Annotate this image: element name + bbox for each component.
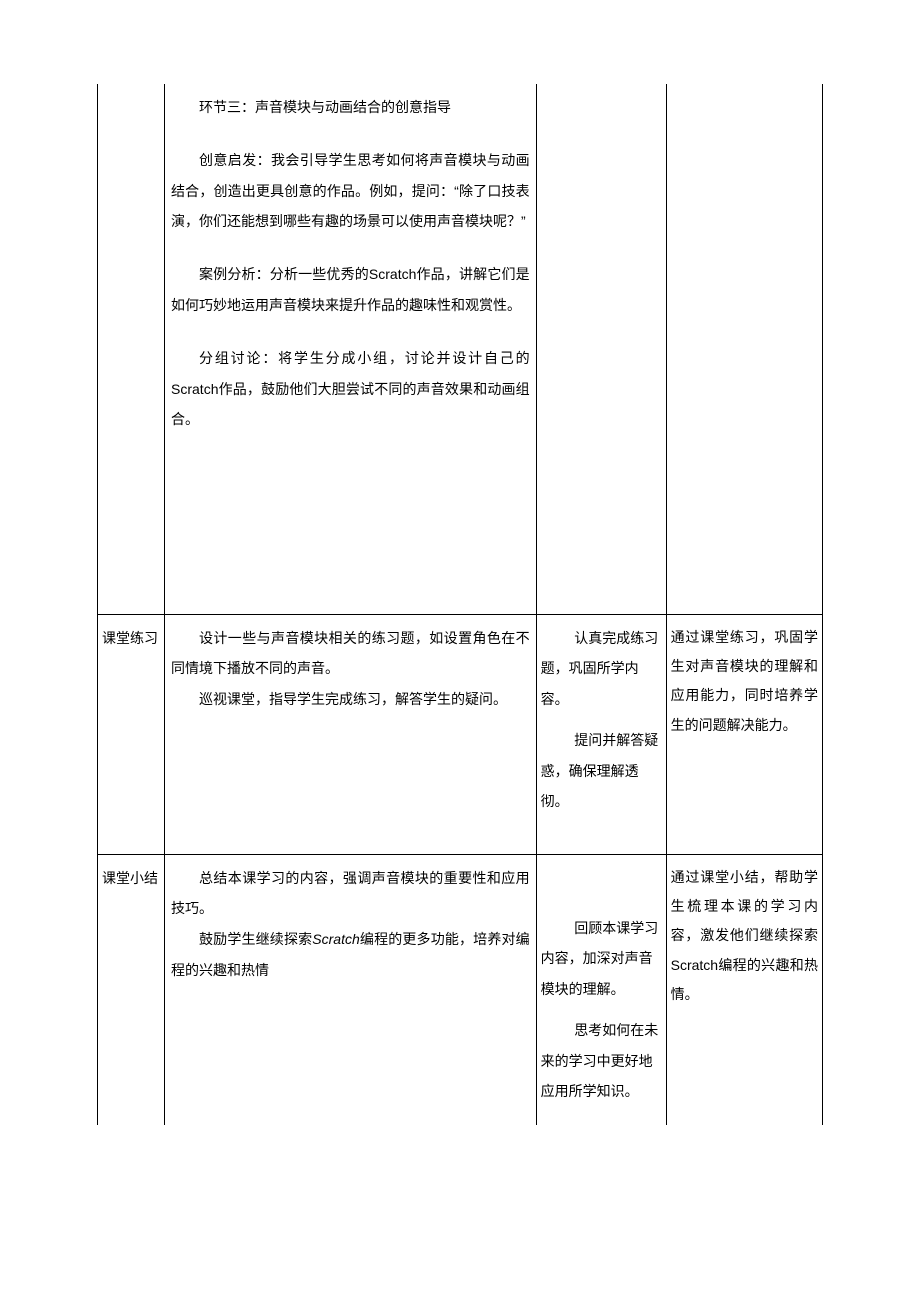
paragraph: 案例分析：分析一些优秀的Scratch作品，讲解它们是如何巧妙地运用声音模块来提… — [171, 259, 530, 321]
teacher-activity-cell: 总结本课学习的内容，强调声音模块的重要性和应用技巧。 鼓励学生继续探索Scrat… — [165, 854, 537, 1125]
design-intent-cell — [666, 84, 822, 614]
paragraph: 创意启发：我会引导学生思考如何将声音模块与动画结合，创造出更具创意的作品。例如，… — [171, 145, 530, 237]
table-row: 环节三：声音模块与动画结合的创意指导 创意启发：我会引导学生思考如何将声音模块与… — [98, 84, 823, 614]
student-activity-cell: 认真完成练习题，巩固所学内容。 提问并解答疑惑，确保理解透彻。 — [536, 614, 666, 854]
table-row: 课堂练习 设计一些与声音模块相关的练习题，如设置角色在不同情境下播放不同的声音。… — [98, 614, 823, 854]
paragraph: 鼓励学生继续探索Scratch编程的更多功能，培养对编程的兴趣和热情 — [171, 924, 530, 986]
design-intent-cell: 通过课堂练习，巩固学生对声音模块的理解和应用能力，同时培养学生的问题解决能力。 — [666, 614, 822, 854]
paragraph: 巡视课堂，指导学生完成练习，解答学生的疑问。 — [171, 684, 530, 715]
paragraph: 设计一些与声音模块相关的练习题，如设置角色在不同情境下播放不同的声音。 — [171, 623, 530, 685]
row-label-cell: 课堂练习 — [98, 614, 165, 854]
paragraph: 提问并解答疑惑，确保理解透彻。 — [541, 725, 662, 817]
table-row: 课堂小结 总结本课学习的内容，强调声音模块的重要性和应用技巧。 鼓励学生继续探索… — [98, 854, 823, 1125]
paragraph: 思考如何在未来的学习中更好地应用所学知识。 — [541, 1015, 662, 1107]
teacher-activity-cell: 环节三：声音模块与动画结合的创意指导 创意启发：我会引导学生思考如何将声音模块与… — [165, 84, 537, 614]
design-intent-cell: 通过课堂小结，帮助学生梳理本课的学习内容，激发他们继续探索Scratch编程的兴… — [666, 854, 822, 1125]
section-heading: 环节三：声音模块与动画结合的创意指导 — [171, 92, 530, 123]
student-activity-cell — [536, 84, 666, 614]
italic-text: Scratch — [312, 931, 359, 947]
paragraph: 通过课堂小结，帮助学生梳理本课的学习内容，激发他们继续探索Scratch编程的兴… — [671, 863, 818, 1010]
text: 鼓励学生继续探索 — [199, 931, 312, 947]
paragraph: 回顾本课学习内容，加深对声音模块的理解。 — [541, 913, 662, 1005]
paragraph: 通过课堂练习，巩固学生对声音模块的理解和应用能力，同时培养学生的问题解决能力。 — [671, 623, 818, 741]
row-label-cell: 课堂小结 — [98, 854, 165, 1125]
paragraph: 认真完成练习题，巩固所学内容。 — [541, 623, 662, 715]
student-activity-cell: 回顾本课学习内容，加深对声音模块的理解。 思考如何在未来的学习中更好地应用所学知… — [536, 854, 666, 1125]
lesson-plan-table: 环节三：声音模块与动画结合的创意指导 创意启发：我会引导学生思考如何将声音模块与… — [97, 84, 823, 1125]
teacher-activity-cell: 设计一些与声音模块相关的练习题，如设置角色在不同情境下播放不同的声音。 巡视课堂… — [165, 614, 537, 854]
paragraph: 总结本课学习的内容，强调声音模块的重要性和应用技巧。 — [171, 863, 530, 925]
paragraph: 分组讨论：将学生分成小组，讨论并设计自己的Scratch作品，鼓励他们大胆尝试不… — [171, 343, 530, 435]
row-label-cell — [98, 84, 165, 614]
